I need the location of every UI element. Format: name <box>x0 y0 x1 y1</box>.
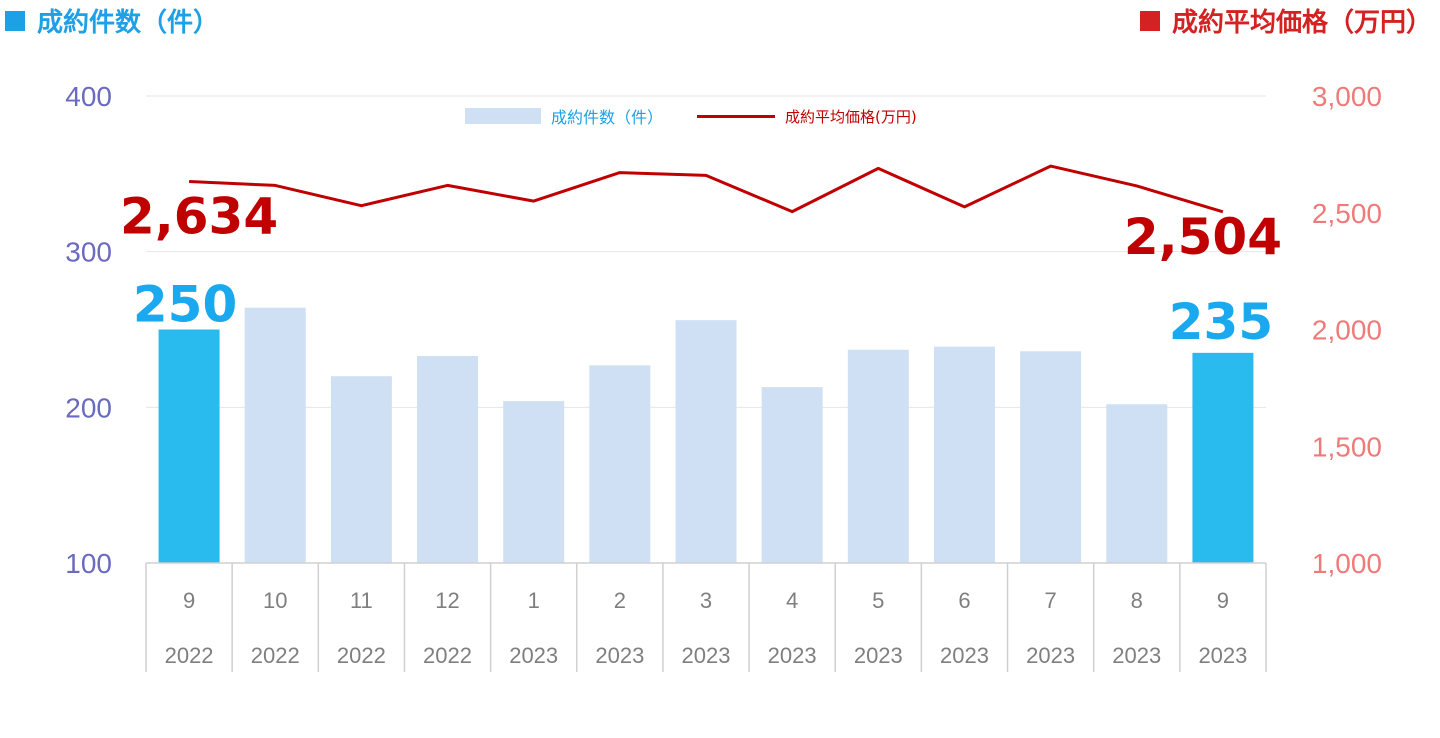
bar-series <box>158 307 1254 563</box>
price-line <box>189 164 1224 214</box>
legend-line-swatch <box>697 114 776 118</box>
bar <box>589 365 651 563</box>
line-label-last: 2,504 <box>1124 208 1282 266</box>
bar <box>244 307 306 563</box>
month-label: 5 <box>872 588 884 613</box>
line-label-first: 2,634 <box>120 187 278 245</box>
month-label: 1 <box>528 588 540 613</box>
bar <box>330 376 392 563</box>
line-series-marker <box>1139 10 1160 31</box>
right-tick-label: 2,000 <box>1312 315 1382 346</box>
right-tick-label: 1,000 <box>1312 548 1382 579</box>
left-axis: 100 200 300 400 <box>65 81 112 579</box>
bar <box>503 401 565 563</box>
x-axis: 9 2022 10 2022 11 2022 12 2022 1 2023 2 2023 3 2023 4 2… <box>145 562 1267 672</box>
bar <box>761 387 823 563</box>
month-label: 10 <box>263 588 287 613</box>
year-label: 2023 <box>1112 643 1161 668</box>
month-label: 11 <box>350 588 373 613</box>
legend-bar-swatch <box>465 108 541 124</box>
year-label: 2023 <box>509 643 558 668</box>
year-label: 2022 <box>337 643 386 668</box>
bar <box>675 320 737 563</box>
left-tick-label: 100 <box>65 548 112 579</box>
month-label: 3 <box>700 588 712 613</box>
right-tick-label: 1,500 <box>1312 431 1382 462</box>
year-label: 2023 <box>1198 643 1247 668</box>
data-labels: 250 235 2,634 2,504 <box>120 187 1282 350</box>
chart-legend: 成約件数（件） 成約平均価格(万円) <box>465 104 917 128</box>
bar <box>847 349 909 563</box>
bar <box>1020 351 1082 563</box>
year-label: 2022 <box>165 643 214 668</box>
year-label: 2023 <box>1026 643 1075 668</box>
right-tick-label: 2,500 <box>1312 198 1382 229</box>
year-label: 2023 <box>682 643 731 668</box>
left-tick-label: 300 <box>65 237 112 268</box>
left-tick-label: 200 <box>65 392 112 423</box>
right-axis: 1,000 1,500 2,000 2,500 3,000 <box>1312 81 1382 579</box>
right-axis-title: 成約平均価格（万円） <box>1171 8 1432 38</box>
left-axis-title: 成約件数（件） <box>37 8 220 38</box>
year-label: 2022 <box>251 643 300 668</box>
year-label: 2023 <box>854 643 903 668</box>
month-label: 2 <box>614 588 626 613</box>
left-tick-label: 400 <box>65 81 112 112</box>
bar <box>933 346 995 563</box>
bar-series-marker <box>5 10 25 31</box>
bar <box>1106 404 1168 563</box>
bar-label-first: 250 <box>133 276 237 334</box>
month-label: 9 <box>183 588 195 613</box>
year-label: 2023 <box>768 643 817 668</box>
legend-bar-label: 成約件数（件） <box>551 108 664 127</box>
year-label: 2022 <box>423 643 472 668</box>
line-series <box>189 164 1224 214</box>
bar <box>1192 352 1254 563</box>
right-axis-header: 成約平均価格（万円） <box>1139 2 1432 39</box>
bar <box>417 355 479 563</box>
year-label: 2023 <box>595 643 644 668</box>
month-label: 12 <box>435 588 459 613</box>
month-label: 9 <box>1217 588 1229 613</box>
month-label: 8 <box>1131 588 1143 613</box>
year-label: 2023 <box>940 643 989 668</box>
right-tick-label: 3,000 <box>1312 81 1382 112</box>
left-axis-header: 成約件数（件） <box>5 2 219 39</box>
bar-label-last: 235 <box>1169 293 1273 351</box>
bar <box>158 329 220 563</box>
month-label: 4 <box>786 588 798 613</box>
month-label: 6 <box>958 588 970 613</box>
legend-line-label: 成約平均価格(万円) <box>785 107 917 126</box>
month-label: 7 <box>1044 588 1056 613</box>
